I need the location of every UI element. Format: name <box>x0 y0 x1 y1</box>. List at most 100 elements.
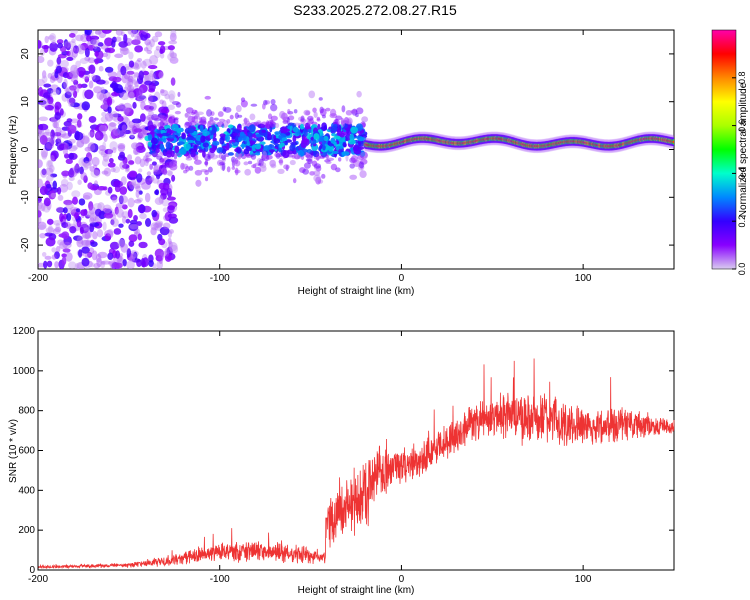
heatmap-cell <box>211 121 217 126</box>
heatmap-cell <box>360 151 368 159</box>
heatmap-cell <box>147 64 158 70</box>
heatmap-cell <box>162 222 171 230</box>
heatmap-cell <box>93 262 101 269</box>
heatmap-cell <box>210 154 218 160</box>
heatmap-cell <box>167 52 178 62</box>
heatmap-cell <box>145 178 154 184</box>
heatmap-cell <box>191 111 196 116</box>
heatmap-cell <box>41 70 47 79</box>
heatmap-cell <box>38 210 42 218</box>
heatmap-cell <box>132 101 137 109</box>
heatmap-cell <box>51 247 57 253</box>
heatmap-cell <box>151 161 157 166</box>
heatmap-cell <box>166 170 173 176</box>
colorbar-tick-label: 0.2 <box>737 215 747 228</box>
heatmap-cell <box>128 51 134 60</box>
heatmap-cell <box>126 74 136 84</box>
snr-xtick-label: -200 <box>28 574 48 585</box>
heatmap-cell <box>61 221 69 229</box>
heatmap-cell <box>350 109 358 114</box>
heatmap-cell <box>101 52 109 58</box>
heatmap-cell <box>119 46 129 52</box>
heatmap-cell <box>136 197 144 202</box>
heatmap-cell <box>346 117 353 125</box>
heatmap-cell <box>155 220 164 227</box>
heatmap-cell <box>160 187 169 196</box>
heatmap-cell <box>135 185 141 192</box>
heatmap-cell <box>101 170 109 175</box>
heatmap-cell <box>127 75 134 83</box>
heatmap-cell <box>168 40 178 45</box>
heatmap-cell <box>46 174 54 182</box>
heatmap-cell <box>54 71 59 79</box>
heatmap-cell <box>85 214 91 219</box>
heatmap-cell <box>138 70 144 81</box>
heatmap-cell <box>115 250 121 259</box>
heatmap-cell <box>237 153 242 161</box>
snr-ylabel: SNR (10 * v/v) <box>8 419 19 483</box>
heatmap-cell <box>71 38 76 44</box>
heatmap-cell <box>46 159 54 170</box>
heatmap-cell <box>236 147 242 154</box>
heatmap-cell <box>93 46 101 53</box>
heatmap-cell <box>102 204 112 214</box>
heatmap-cell <box>73 83 79 90</box>
heatmap-cell <box>40 168 48 178</box>
heatmap-cell <box>127 78 134 88</box>
snr-ytick-label: 1200 <box>13 326 36 337</box>
heatmap-cell <box>273 138 281 144</box>
heatmap-cell <box>292 135 297 143</box>
heatmap-cell <box>116 104 124 110</box>
heatmap-cell <box>120 65 127 76</box>
heatmap-cell <box>101 30 112 34</box>
heatmap-cell <box>94 30 102 35</box>
heatmap-cell <box>68 261 77 269</box>
heatmap-cell <box>73 235 83 241</box>
heatmap-cell <box>302 168 310 175</box>
heatmap-cell <box>134 45 143 53</box>
heatmap-cell <box>226 166 231 173</box>
heatmap-cell <box>87 156 93 167</box>
heatmap-cell <box>249 113 256 121</box>
heatmap-cell <box>302 135 308 144</box>
heatmap-cell <box>117 142 126 150</box>
heatmap-cell <box>332 150 339 155</box>
heatmap-cell <box>95 79 106 85</box>
heatmap-cell <box>45 167 54 176</box>
heatmap-cell <box>69 70 80 79</box>
heatmap-cell <box>111 196 118 203</box>
heatmap-cell <box>54 251 60 259</box>
heatmap-cell <box>76 66 86 77</box>
heatmap-cell <box>334 119 338 124</box>
heatmap-cell <box>155 45 161 51</box>
heatmap-cell <box>62 241 72 249</box>
heatmap-cell <box>68 102 75 108</box>
heatmap-cell <box>672 140 674 144</box>
heatmap-cell <box>148 105 155 110</box>
heatmap-cell <box>202 150 206 158</box>
heatmap-cell <box>138 168 143 173</box>
heatmap-cell <box>145 175 153 185</box>
heatmap-cell <box>81 234 92 239</box>
heatmap-cell <box>148 94 153 105</box>
heatmap-cell <box>142 58 153 67</box>
heatmap-cell <box>84 146 92 152</box>
heatmap-cell <box>165 150 173 158</box>
heatmap-cell <box>66 181 73 191</box>
heatmap-cell <box>92 216 99 223</box>
heatmap-cell <box>88 64 96 75</box>
heatmap-cell <box>196 111 204 116</box>
heatmap-cell <box>51 40 56 45</box>
heatmap-cell <box>158 71 164 79</box>
heatmap-cell <box>207 166 213 173</box>
heatmap-cell <box>70 64 78 75</box>
heatmap-cell <box>104 66 114 73</box>
heatmap-cell <box>99 93 107 102</box>
heatmap-cell <box>43 204 51 213</box>
heatmap-cell <box>125 81 132 92</box>
heatmap-cell <box>287 98 292 105</box>
heatmap-cell <box>151 209 158 218</box>
heatmap-cell <box>153 48 161 59</box>
heatmap-cell <box>100 116 108 123</box>
heatmap-cell <box>56 207 65 213</box>
